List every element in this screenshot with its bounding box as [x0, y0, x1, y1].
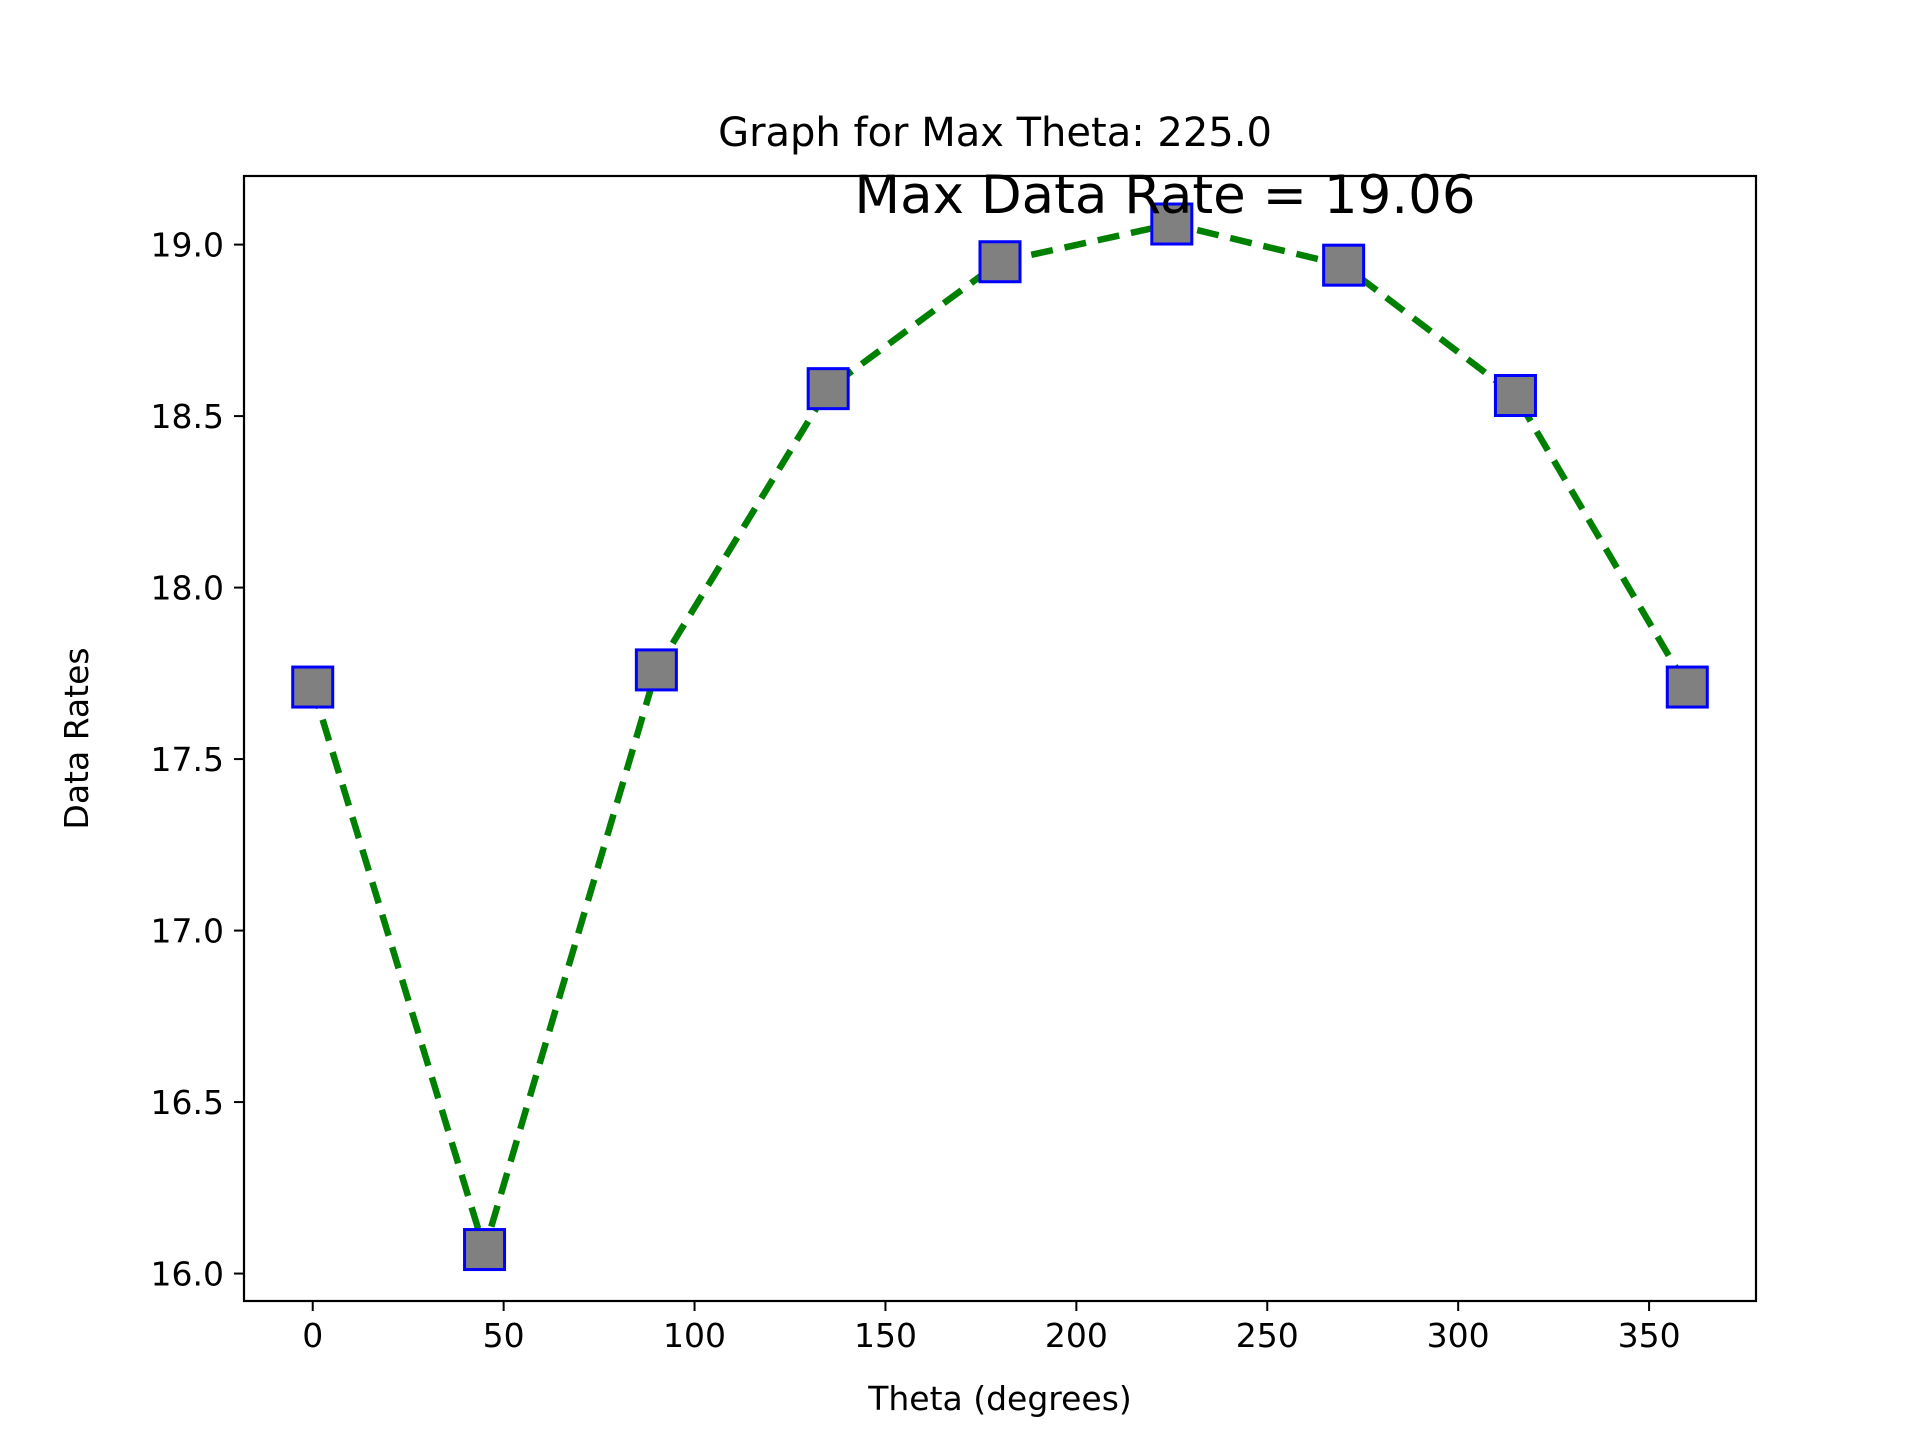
data-point [806, 367, 850, 411]
x-tick-label: 350 [1618, 1316, 1681, 1355]
data-point [634, 648, 678, 692]
data-point [978, 240, 1022, 284]
data-point [1322, 243, 1366, 287]
y-axis-label: Data Rates [57, 647, 96, 829]
plot-content [291, 202, 1709, 1272]
data-point [1493, 374, 1537, 418]
plot-frame [242, 174, 1758, 1303]
y-tick-label: 17.0 [151, 912, 224, 951]
chart-title: Graph for Max Theta: 225.0 [718, 110, 1272, 156]
data-point [1665, 665, 1709, 709]
x-axis: 0 50 100 150 200 250 300 350 [302, 1301, 1681, 1355]
y-tick-label: 19.0 [151, 226, 224, 265]
x-tick-label: 200 [1045, 1316, 1108, 1355]
x-tick-label: 150 [854, 1316, 917, 1355]
data-point [291, 665, 335, 709]
y-tick-label: 18.5 [151, 397, 224, 436]
data-point [1150, 202, 1194, 246]
y-axis: 16.0 16.5 17.0 17.5 18.0 18.5 19.0 [151, 226, 244, 1294]
x-tick-label: 50 [483, 1316, 525, 1355]
x-tick-label: 300 [1427, 1316, 1490, 1355]
x-axis-label: Theta (degrees) [867, 1379, 1132, 1418]
x-tick-label: 250 [1236, 1316, 1299, 1355]
data-point [463, 1228, 507, 1272]
x-tick-label: 0 [302, 1316, 323, 1355]
y-tick-label: 17.5 [151, 740, 224, 779]
x-tick-label: 100 [663, 1316, 726, 1355]
y-tick-label: 16.5 [151, 1083, 224, 1122]
y-tick-label: 18.0 [151, 569, 224, 608]
y-tick-label: 16.0 [151, 1255, 224, 1294]
max-data-rate-annotation: Max Data Rate = 19.06 [854, 165, 1475, 226]
